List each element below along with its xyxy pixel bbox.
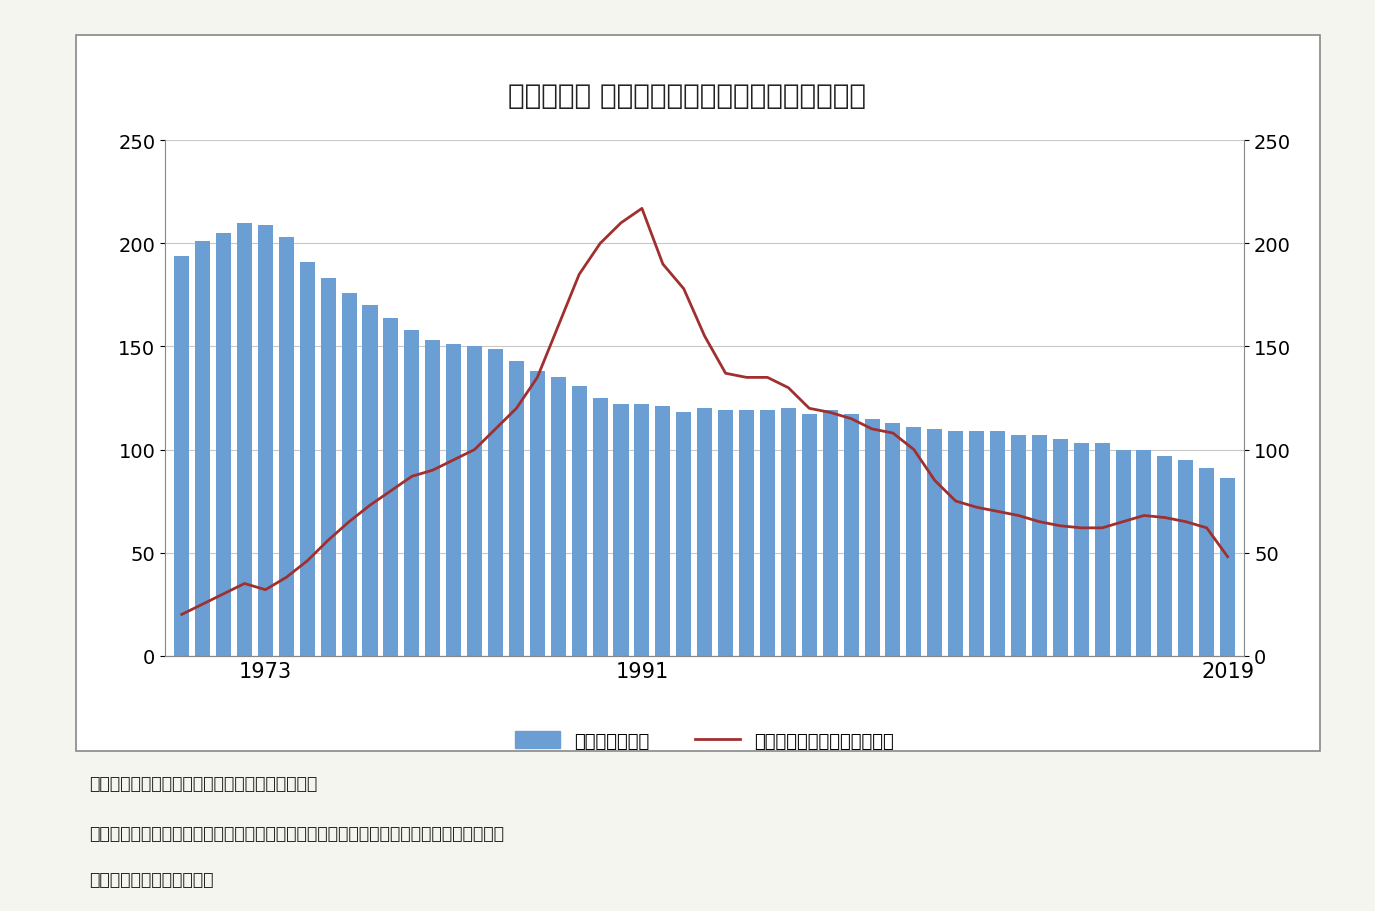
- Bar: [279, 238, 294, 656]
- Bar: [781, 409, 796, 656]
- Bar: [886, 424, 901, 656]
- Bar: [300, 262, 315, 656]
- Bar: [1136, 450, 1151, 656]
- Bar: [446, 345, 461, 656]
- Bar: [1158, 456, 1173, 656]
- Bar: [488, 349, 503, 656]
- Bar: [341, 293, 356, 656]
- Bar: [802, 415, 817, 656]
- Bar: [1199, 468, 1214, 656]
- Bar: [906, 427, 921, 656]
- Bar: [593, 399, 608, 656]
- Bar: [634, 404, 649, 656]
- Bar: [1178, 460, 1194, 656]
- Bar: [236, 223, 252, 656]
- Bar: [1220, 479, 1235, 656]
- Bar: [529, 372, 544, 656]
- Bar: [1011, 435, 1026, 656]
- Bar: [990, 432, 1005, 656]
- Bar: [258, 226, 274, 656]
- Bar: [509, 362, 524, 656]
- Bar: [613, 404, 628, 656]
- Legend: 出生数（万人）, 生命保険新規契約高（兆円）: 出生数（万人）, 生命保険新規契約高（兆円）: [516, 732, 894, 750]
- Bar: [404, 331, 419, 656]
- Bar: [363, 306, 378, 656]
- Text: 注１：出生数は厚生労働省の人口動態統計より。: 注１：出生数は厚生労働省の人口動態統計より。: [89, 774, 318, 793]
- Bar: [175, 257, 190, 656]
- Bar: [1053, 440, 1068, 656]
- Bar: [551, 378, 565, 656]
- Bar: [1094, 444, 1110, 656]
- Bar: [195, 242, 210, 656]
- Bar: [697, 409, 712, 656]
- Bar: [320, 279, 336, 656]
- Bar: [844, 415, 858, 656]
- Bar: [1074, 444, 1089, 656]
- Bar: [676, 413, 692, 656]
- Bar: [865, 419, 880, 656]
- Bar: [738, 411, 754, 656]
- Bar: [1115, 450, 1130, 656]
- Bar: [969, 432, 984, 656]
- Bar: [927, 429, 942, 656]
- Bar: [760, 411, 776, 656]
- Bar: [1031, 435, 1046, 656]
- Bar: [216, 234, 231, 656]
- Text: 契約の金額を抄出。: 契約の金額を抄出。: [89, 870, 214, 888]
- Bar: [822, 411, 837, 656]
- Bar: [384, 318, 399, 656]
- Bar: [949, 432, 964, 656]
- Text: 注２：生命保険新規契約高は生命保険協会作成の生命保険事業概況より、個人保険の新規: 注２：生命保険新規契約高は生命保険協会作成の生命保険事業概況より、個人保険の新規: [89, 824, 505, 843]
- Bar: [718, 411, 733, 656]
- Bar: [656, 407, 671, 656]
- Text: 『図表２』 出生数と生命保険新規契約高の推移: 『図表２』 出生数と生命保険新規契約高の推移: [509, 82, 866, 109]
- Bar: [425, 341, 440, 656]
- Bar: [468, 347, 483, 656]
- Bar: [572, 386, 587, 656]
